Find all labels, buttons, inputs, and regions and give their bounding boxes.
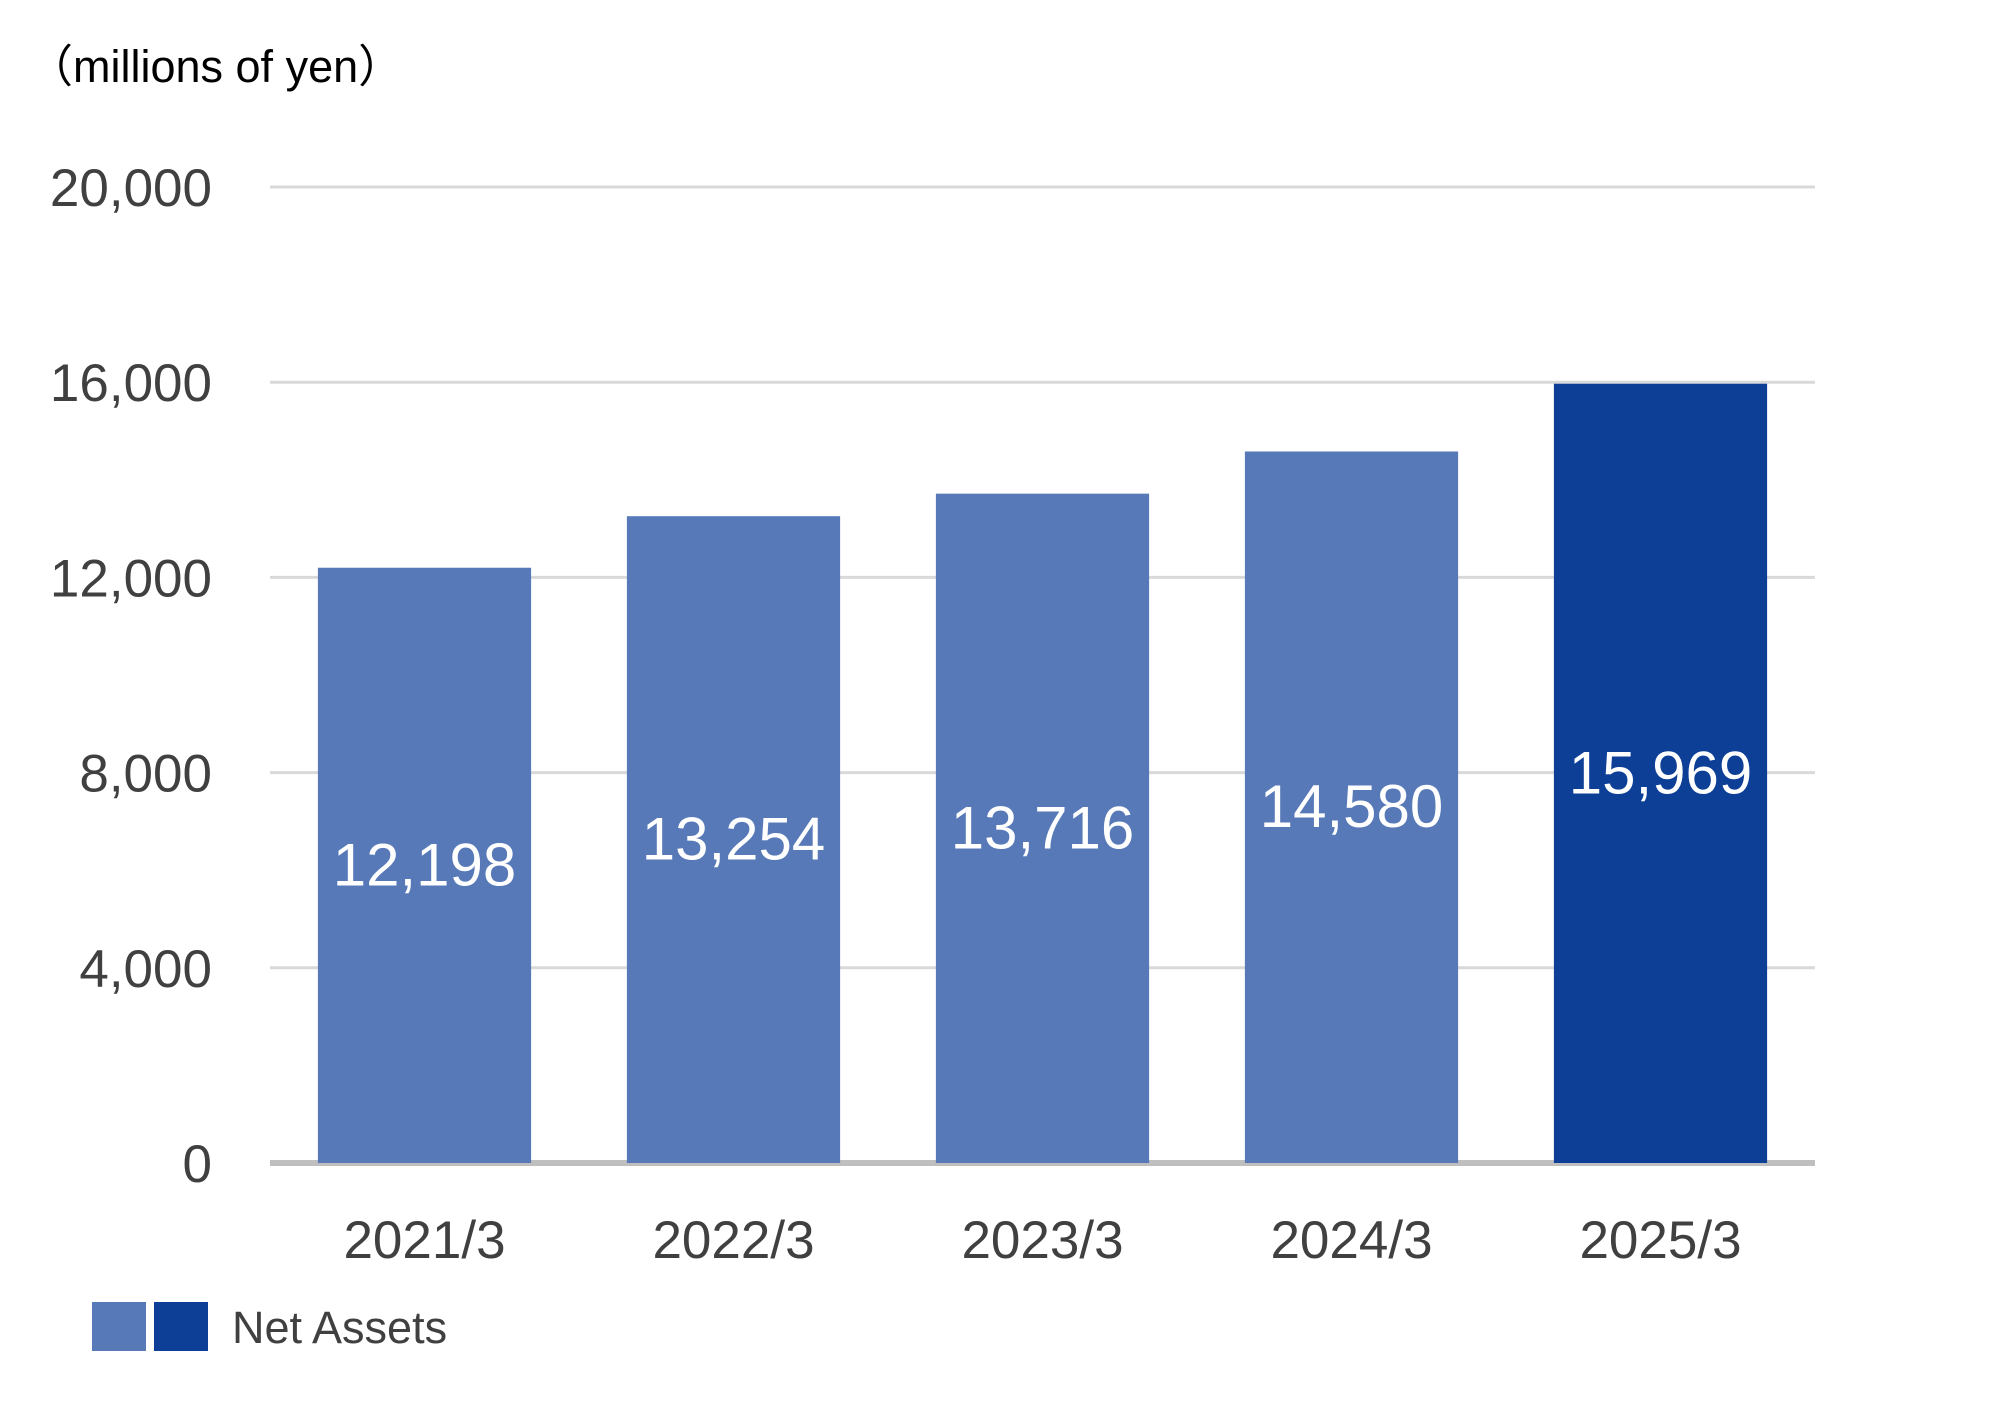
bar-value-label: 14,580: [1260, 773, 1444, 840]
y-axis-ticks: 0 4,000 8,000 12,000 16,000 20,000: [50, 159, 212, 1194]
bar-2021-3: [317, 567, 532, 1163]
x-tick-label: 2024/3: [1270, 1211, 1432, 1270]
x-tick-label: 2021/3: [343, 1211, 505, 1270]
unit-label: （millions of yen）: [28, 41, 403, 92]
x-tick-label: 2023/3: [961, 1211, 1123, 1270]
x-tick-label: 2022/3: [652, 1211, 814, 1270]
legend: Net Assets: [92, 1302, 447, 1353]
y-tick-label: 16,000: [50, 354, 212, 413]
y-tick-label: 20,000: [50, 159, 212, 218]
legend-label: Net Assets: [232, 1302, 447, 1353]
x-axis-ticks: 2021/3 2022/3 2023/3 2024/3 2025/3: [343, 1211, 1741, 1270]
bars: [317, 383, 1768, 1164]
bar-value-label: 13,254: [642, 806, 826, 873]
y-tick-label: 8,000: [79, 745, 212, 804]
data-labels: 12,198 13,254 13,716 14,580 15,969: [333, 739, 1753, 898]
bar-2022-3: [626, 516, 841, 1163]
bar-value-label: 13,716: [951, 794, 1135, 861]
bar-value-label: 12,198: [333, 831, 517, 898]
bar-2025-3: [1553, 383, 1768, 1164]
bar-value-label: 15,969: [1569, 739, 1753, 806]
y-tick-label: 0: [183, 1135, 212, 1194]
x-tick-label: 2025/3: [1579, 1211, 1741, 1270]
y-tick-label: 12,000: [50, 549, 212, 608]
legend-swatch-standard: [92, 1302, 146, 1351]
legend-swatch-highlight: [154, 1302, 208, 1351]
y-tick-label: 4,000: [79, 940, 212, 999]
bar-2024-3: [1244, 451, 1459, 1164]
bar-2023-3: [935, 493, 1150, 1164]
